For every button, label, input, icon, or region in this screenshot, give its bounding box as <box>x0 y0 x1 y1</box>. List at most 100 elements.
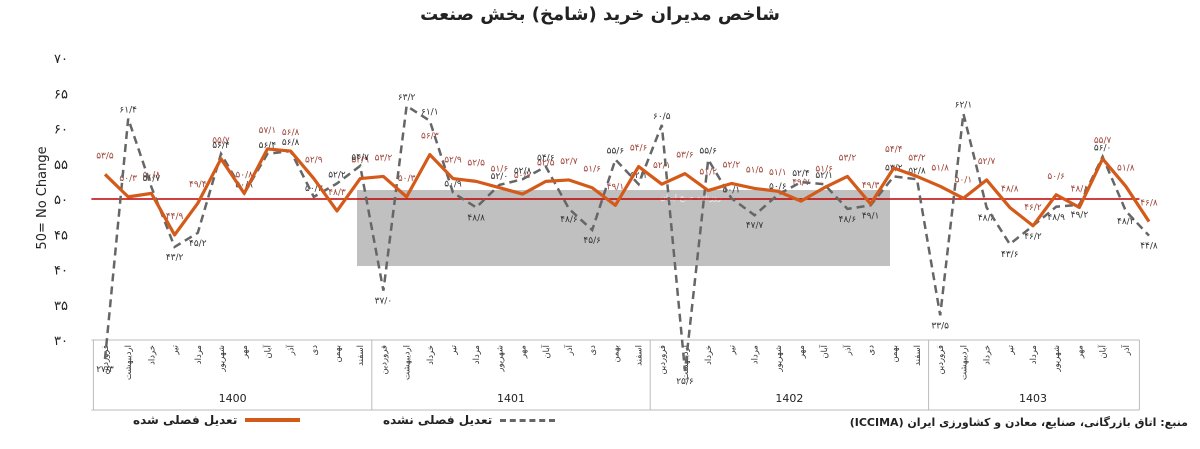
month-tick-label: بهمن <box>890 345 900 363</box>
y-tick-label: ۳۰ <box>54 334 68 349</box>
adjusted-data-label: ۵۲/۷ <box>978 157 996 167</box>
unadjusted-data-label: ۵۰/۱ <box>723 185 741 195</box>
month-tick-label: فروردین <box>658 345 668 375</box>
adjusted-data-label: ۵۰/۶ <box>1047 172 1065 182</box>
unadjusted-data-label: ۵۲/۲ <box>328 170 346 180</box>
unadjusted-data-label: ۳۳/۵ <box>931 321 949 331</box>
month-tick-label: فروردین <box>101 345 111 375</box>
month-tick-label: آبان <box>540 344 552 358</box>
adjusted-data-label: ۵۱/۱ <box>769 168 787 178</box>
month-tick-label: آذر <box>1120 344 1132 356</box>
unadjusted-data-label: ۵۶/۰ <box>1094 144 1112 154</box>
month-tick-label: آبان <box>818 344 830 358</box>
month-tick-label: اسفند <box>635 345 645 366</box>
unadjusted-data-label: ۶۱/۴ <box>119 106 137 116</box>
unadjusted-data-label: ۵۶/۴ <box>212 141 230 151</box>
unadjusted-data-label: ۵۲/۱ <box>630 171 648 181</box>
adjusted-data-label: ۵۰/۱ <box>955 175 973 185</box>
unadjusted-data-label: ۵۱/۷ <box>143 174 161 184</box>
unadjusted-data-labels: ۲۷/۳ ۶۱/۴ ۵۱/۷ ۴۳/۲ ۴۵/۲ ۵۶/۴ ۵۰/۸ ۵۶/۴ ۵۶/۸ ۵۰/۳… <box>96 93 1158 387</box>
unadjusted-data-label: ۵۰/۳ <box>305 184 323 194</box>
y-tick-label: ۶۰ <box>54 123 68 138</box>
month-tick-label: اسفند <box>913 345 923 366</box>
y-tick-label: ۳۵ <box>54 299 68 314</box>
adjusted-data-label: ۴۸/۳ <box>328 188 346 198</box>
series-line-unadjusted <box>103 103 1150 372</box>
unadjusted-data-label: ۶۰/۵ <box>653 112 671 122</box>
year-label: 1401 <box>497 392 525 405</box>
source-note: منبع: اتاق بازرگانی، صنایع، معادن و کشاو… <box>849 416 1188 429</box>
unadjusted-data-label: ۶۲/۱ <box>955 101 973 111</box>
adjusted-data-label: ۵۲/۹ <box>305 156 323 166</box>
unadjusted-data-label: ۵۲/۰ <box>491 172 509 182</box>
adjusted-data-label: ۵۲/۵ <box>467 158 485 168</box>
unadjusted-data-label: ۶۱/۱ <box>421 108 439 118</box>
adjusted-data-label: ۴۹/۴ <box>189 180 207 190</box>
month-tick-label: مهر <box>1075 345 1085 359</box>
adjusted-data-label: ۴۶/۲ <box>1024 203 1042 213</box>
adjusted-data-label: ۵۶/۳ <box>421 132 439 142</box>
y-tick-label: ۵۰ <box>54 193 68 208</box>
y-tick-label: ۴۵ <box>54 228 68 243</box>
adjusted-data-label: ۵۲/۹ <box>351 156 369 166</box>
unadjusted-data-label: ۵۶/۸ <box>282 138 300 148</box>
axis-layer: ۷۰ ۶۵ ۶۰ ۵۵ ۵۰ ۴۵ ۴۰ ۳۵ ۳۰ 1400 1401 1402 1403 فروردی… <box>54 52 1140 411</box>
month-tick-label: تیر <box>171 344 181 355</box>
adjusted-data-label: ۵۰/۳ <box>398 174 416 184</box>
month-tick-label: مهر <box>797 345 807 359</box>
adjusted-data-label: ۴۶/۸ <box>1140 199 1158 209</box>
unadjusted-data-label: ۵۶/۴ <box>259 141 277 151</box>
month-tick-label: شهریور <box>1052 345 1062 373</box>
month-tick-label: شهریور <box>495 345 505 373</box>
legend-unadjusted: تعدیل فصلی نشده <box>383 413 556 427</box>
adjusted-data-label: ۵۷/۱ <box>259 126 277 136</box>
adjusted-data-label: ۵۱/۸ <box>931 163 949 173</box>
month-tick-label: فروردین <box>379 345 389 375</box>
month-tick-label: تیر <box>449 344 459 355</box>
month-tick-label: آبان <box>261 344 273 358</box>
unadjusted-data-label: ۵۵/۶ <box>699 147 717 157</box>
month-tick-label: دی <box>867 345 877 356</box>
adjusted-data-label: ۵۳/۲ <box>839 153 857 163</box>
adjusted-data-label: ۵۴/۴ <box>885 145 903 155</box>
unadjusted-data-label: ۲۵/۶ <box>676 377 694 387</box>
adjusted-data-label: ۴۸/۸ <box>1071 184 1089 194</box>
month-tick-label: شهریور <box>774 345 784 373</box>
y-tick-label: ۵۵ <box>54 158 68 173</box>
adjusted-data-label: ۵۰/۳ <box>119 174 137 184</box>
adjusted-data-label: ۵۲/۱ <box>653 161 671 171</box>
adjusted-data-label: ۵۳/۶ <box>676 151 694 161</box>
unadjusted-data-label: ۵۵/۶ <box>607 147 625 157</box>
watermark-text: روزنامه صبح ایران <box>660 193 722 202</box>
month-tick-label: مرداد <box>472 345 482 364</box>
month-tick-label: اردیبهشت <box>124 345 134 380</box>
y-axis-label: 50= No Change <box>35 146 50 249</box>
adjusted-data-label: ۵۱/۵ <box>746 165 764 175</box>
adjusted-data-label: ۵۱/۸ <box>1117 163 1135 173</box>
unadjusted-data-label: ۲۷/۳ <box>96 365 114 375</box>
adjusted-data-label: ۵۵/۷ <box>1094 136 1112 146</box>
adjusted-data-label: ۴۸/۸ <box>1001 184 1019 194</box>
lines-layer <box>91 103 1151 372</box>
month-tick-label: تیر <box>1006 344 1016 355</box>
year-label: 1402 <box>775 392 803 405</box>
month-tick-label: آذر <box>841 344 853 356</box>
unadjusted-data-label: ۴۵/۶ <box>583 236 601 246</box>
month-tick-label: آبان <box>1097 344 1109 358</box>
month-tick-label: فروردین <box>936 345 946 375</box>
unadjusted-data-label: ۴۸/۸ <box>467 213 485 223</box>
adjusted-data-label: ۵۳/۲ <box>908 153 926 163</box>
unadjusted-data-label: ۵۴/۶ <box>537 154 555 164</box>
unadjusted-data-label: ۴۵/۲ <box>189 239 207 249</box>
unadjusted-data-label: ۵۲/۸ <box>908 166 926 176</box>
month-tick-label: خرداد <box>426 345 436 365</box>
adjusted-data-label: ۵۴/۶ <box>630 144 648 154</box>
adjusted-data-label: ۵۰/۷ <box>514 171 532 181</box>
adjusted-data-label: ۵۰/۸ <box>143 170 161 180</box>
month-tick-label: مرداد <box>194 345 204 364</box>
legend-adjusted: تعدیل فصلی شده <box>133 413 301 427</box>
unadjusted-data-label: ۴۹/۱ <box>862 211 880 221</box>
month-tick-label: آذر <box>285 344 297 356</box>
unadjusted-data-label: ۵۲/۱ <box>815 171 833 181</box>
